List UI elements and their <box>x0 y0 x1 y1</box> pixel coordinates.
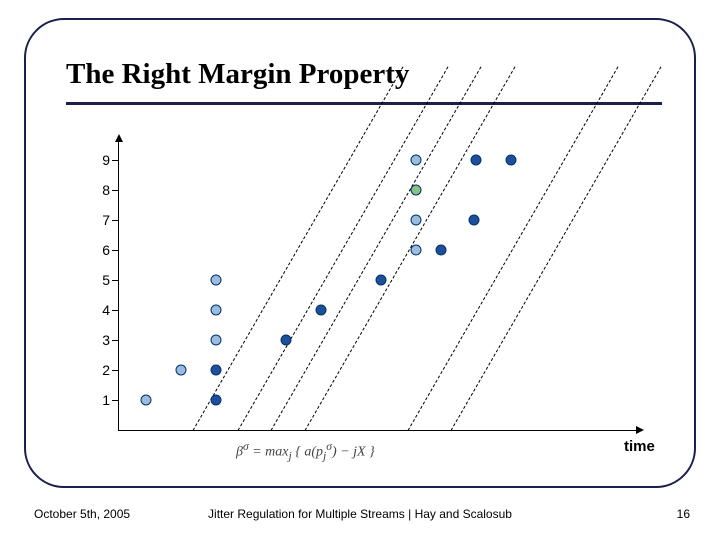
data-point <box>141 395 152 406</box>
y-tick-label: 6 <box>92 242 110 258</box>
y-tick <box>112 190 118 191</box>
data-point <box>411 185 422 196</box>
data-point <box>316 305 327 316</box>
data-point <box>411 155 422 166</box>
x-axis-label: time <box>624 438 655 455</box>
y-tick-label: 4 <box>92 302 110 318</box>
x-axis-arrow-icon <box>636 426 644 434</box>
slide: The Right Margin Property time βσ = maxj… <box>0 0 720 540</box>
data-point <box>211 365 222 376</box>
y-tick <box>112 250 118 251</box>
y-tick <box>112 160 118 161</box>
y-axis <box>118 140 119 430</box>
data-point <box>471 155 482 166</box>
footer-title: Jitter Regulation for Multiple Streams |… <box>0 507 720 521</box>
y-tick-label: 5 <box>92 272 110 288</box>
y-tick <box>112 400 118 401</box>
y-tick-label: 9 <box>92 152 110 168</box>
y-tick <box>112 220 118 221</box>
data-point <box>411 245 422 256</box>
y-tick-label: 8 <box>92 182 110 198</box>
y-tick-label: 7 <box>92 212 110 228</box>
diagonal-guide <box>193 67 404 431</box>
data-point <box>281 335 292 346</box>
y-tick <box>112 310 118 311</box>
y-tick-label: 2 <box>92 362 110 378</box>
x-axis <box>118 430 638 431</box>
data-point <box>506 155 517 166</box>
chart-area: time βσ = maxj { a(pjσ) − jX } 123456789 <box>86 140 646 450</box>
y-axis-arrow-icon <box>115 134 123 142</box>
title-underline <box>66 102 662 105</box>
page-title: The Right Margin Property <box>66 58 409 91</box>
data-point <box>211 305 222 316</box>
data-point <box>376 275 387 286</box>
y-tick-label: 1 <box>92 392 110 408</box>
diagonal-guide <box>271 67 482 431</box>
data-point <box>211 335 222 346</box>
data-point <box>211 275 222 286</box>
y-tick <box>112 280 118 281</box>
y-tick-label: 3 <box>92 332 110 348</box>
formula-text: βσ = maxj { a(pjσ) − jX } <box>236 440 375 462</box>
y-tick <box>112 370 118 371</box>
data-point <box>411 215 422 226</box>
data-point <box>211 395 222 406</box>
data-point <box>469 215 480 226</box>
data-point <box>436 245 447 256</box>
footer-page: 16 <box>677 507 690 521</box>
data-point <box>176 365 187 376</box>
slide-card: The Right Margin Property time βσ = maxj… <box>24 18 696 488</box>
y-tick <box>112 340 118 341</box>
